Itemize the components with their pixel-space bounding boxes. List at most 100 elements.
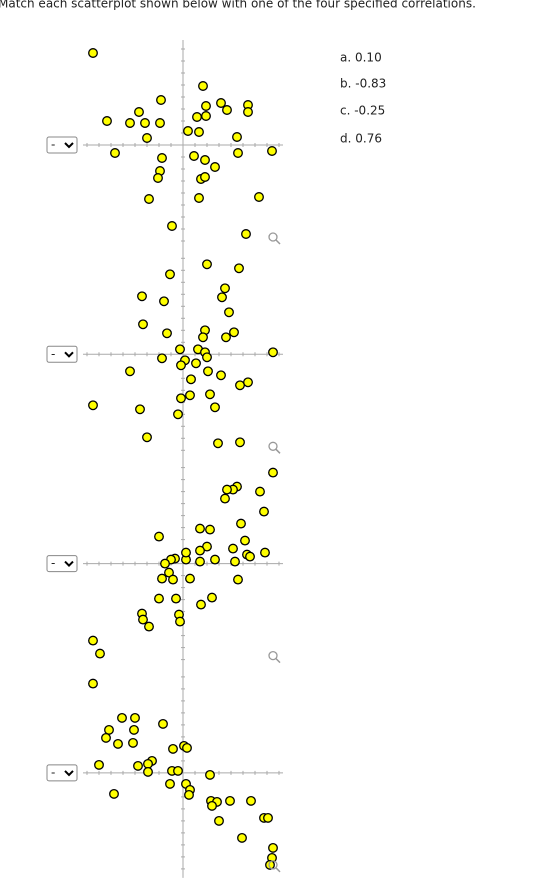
point [158,718,168,729]
point [94,759,104,770]
point [268,842,278,853]
point [129,724,139,735]
point [255,486,265,497]
dropdown-arrow [64,560,74,568]
point [154,531,164,542]
point [140,118,150,128]
point [201,111,211,121]
point [185,390,195,401]
point [135,404,145,415]
point [265,859,275,870]
point [205,524,215,535]
point [176,393,186,404]
point [210,162,220,172]
point [154,593,164,604]
point [268,347,278,358]
point [88,400,98,411]
point [203,366,213,377]
point [176,360,186,371]
point [233,574,243,585]
point [205,389,215,400]
point [130,712,140,723]
option: d. 0.76 [340,132,382,146]
point [144,621,154,632]
point [167,221,177,231]
scatterplot [83,458,283,689]
point [191,358,201,369]
dropdown-arrow [64,351,74,358]
point [241,229,251,239]
point [207,800,217,811]
point [213,438,223,449]
answer-dropdown[interactable]: - [46,764,78,782]
point [232,132,242,142]
point [157,353,167,364]
zoom-icon[interactable] [268,232,278,242]
point [254,192,264,202]
point [230,556,240,567]
point [175,616,185,627]
zoom-icon[interactable] [268,441,278,451]
point [183,126,193,136]
point [143,758,153,769]
point [168,574,178,585]
point [259,506,269,517]
point [143,766,153,777]
point [88,48,98,58]
point [201,101,211,111]
point [181,547,191,558]
point [138,614,148,625]
point [134,107,144,117]
point [235,380,245,391]
point [243,107,253,117]
point [224,307,234,318]
answer-dropdown[interactable]: - [46,136,78,154]
point [156,95,166,105]
point [110,148,120,158]
point [195,556,205,567]
dropdown-box [46,764,78,782]
point [234,263,244,274]
point [182,742,192,753]
point [113,738,123,749]
point [216,370,226,381]
point [88,678,98,689]
point [229,327,239,338]
point [160,558,170,569]
zoom-icon-handle [275,658,281,664]
point [101,732,111,743]
point [216,98,226,108]
zoom-icon-handle [275,448,281,454]
point [159,296,169,307]
point [202,259,212,270]
point [214,815,224,826]
scatterplot [83,667,283,878]
answer-dropdown[interactable]: - [46,345,78,363]
point [165,778,175,789]
answer-dropdown[interactable]: - [46,555,78,573]
zoom-icon[interactable] [268,650,278,661]
point [210,554,220,565]
dropdown-arrow [64,142,74,149]
point [198,332,208,343]
point [173,409,183,420]
point [117,712,127,723]
scatterplot [83,249,283,460]
point [184,789,194,800]
zoom-icon[interactable] [268,860,278,870]
point [246,795,256,806]
point [128,737,138,748]
point [144,194,154,204]
point [95,648,105,659]
point [200,172,210,182]
point [222,484,232,495]
point [142,432,152,443]
point [162,328,172,339]
point [245,551,255,562]
dropdown-box [46,136,78,154]
point [222,105,232,115]
dropdown-box [46,345,78,363]
option: a. 0.10 [340,51,382,65]
